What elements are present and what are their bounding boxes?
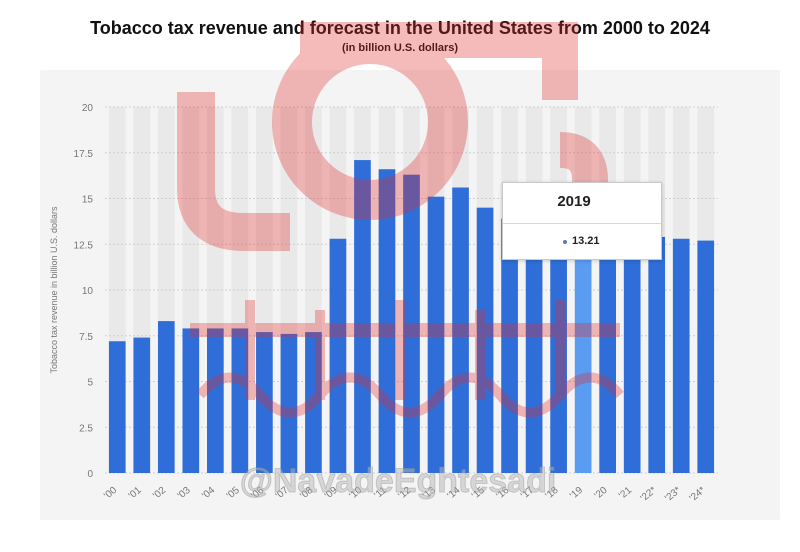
- x-tick-label: '03: [176, 485, 193, 502]
- bar[interactable]: [157, 321, 175, 473]
- bar[interactable]: [256, 332, 273, 473]
- y-axis-ticks: 0 2.5 5 7.5 10 12.5 15 17.5 20: [74, 103, 94, 480]
- bar[interactable]: [648, 236, 666, 473]
- x-tick-label: '04: [200, 485, 217, 502]
- chart-subtitle: (in billion U.S. dollars): [341, 42, 459, 54]
- bar[interactable]: [427, 196, 445, 474]
- bar[interactable]: [574, 231, 592, 473]
- y-tick-label: 20: [82, 103, 94, 114]
- y-tick-label: 0: [87, 469, 93, 480]
- chart-title: Tobacco tax revenue and forecast in the …: [90, 18, 710, 38]
- bar[interactable]: [525, 222, 543, 473]
- bar[interactable]: [207, 328, 224, 473]
- y-tick-label: 7.5: [79, 332, 93, 343]
- y-tick-label: 15: [82, 195, 94, 206]
- x-tick-label: '23*: [663, 485, 683, 504]
- bar[interactable]: [329, 238, 347, 473]
- y-tick-label: 5: [87, 378, 93, 389]
- bar[interactable]: [378, 169, 396, 473]
- bar[interactable]: [697, 240, 715, 473]
- tooltip-divider: [503, 223, 661, 224]
- y-tick-label: 2.5: [79, 423, 93, 434]
- y-tick-label: 12.5: [74, 240, 94, 251]
- bar[interactable]: [280, 333, 298, 473]
- bar[interactable]: [182, 328, 200, 473]
- bar[interactable]: [305, 332, 322, 473]
- bar[interactable]: [623, 236, 641, 473]
- bar[interactable]: [501, 218, 518, 473]
- tooltip-title: 2019: [557, 193, 591, 210]
- tooltip-value: 13.21: [572, 235, 600, 247]
- y-axis-label: Tobacco tax revenue in billion U.S. doll…: [49, 206, 59, 374]
- x-tick-label: '24*: [688, 485, 708, 504]
- bar[interactable]: [354, 160, 371, 473]
- y-tick-label: 10: [82, 286, 94, 297]
- bar[interactable]: [476, 207, 494, 473]
- bar[interactable]: [231, 328, 249, 473]
- x-tick-label: '22*: [639, 485, 659, 504]
- x-tick-label: '00: [102, 485, 119, 502]
- bar[interactable]: [452, 187, 469, 473]
- bar[interactable]: [550, 227, 567, 473]
- bar[interactable]: [599, 236, 616, 473]
- watermark-logo: [177, 22, 624, 418]
- x-tick-label: '21: [617, 485, 634, 502]
- x-tick-label: '02: [151, 485, 168, 502]
- y-tick-label: 17.5: [74, 149, 94, 160]
- bar[interactable]: [403, 174, 420, 473]
- bar[interactable]: [108, 341, 126, 473]
- tooltip-dot: [563, 240, 567, 244]
- bars: [108, 160, 715, 474]
- x-tick-label: '20: [593, 485, 610, 502]
- bar[interactable]: [672, 238, 690, 473]
- x-tick-label: '19: [568, 485, 585, 502]
- tooltip: 2019 13.21: [502, 182, 662, 260]
- x-tick-label: '01: [127, 485, 144, 502]
- bar[interactable]: [133, 337, 151, 473]
- watermark-handle: @NavadeEghtesadi: [240, 462, 557, 500]
